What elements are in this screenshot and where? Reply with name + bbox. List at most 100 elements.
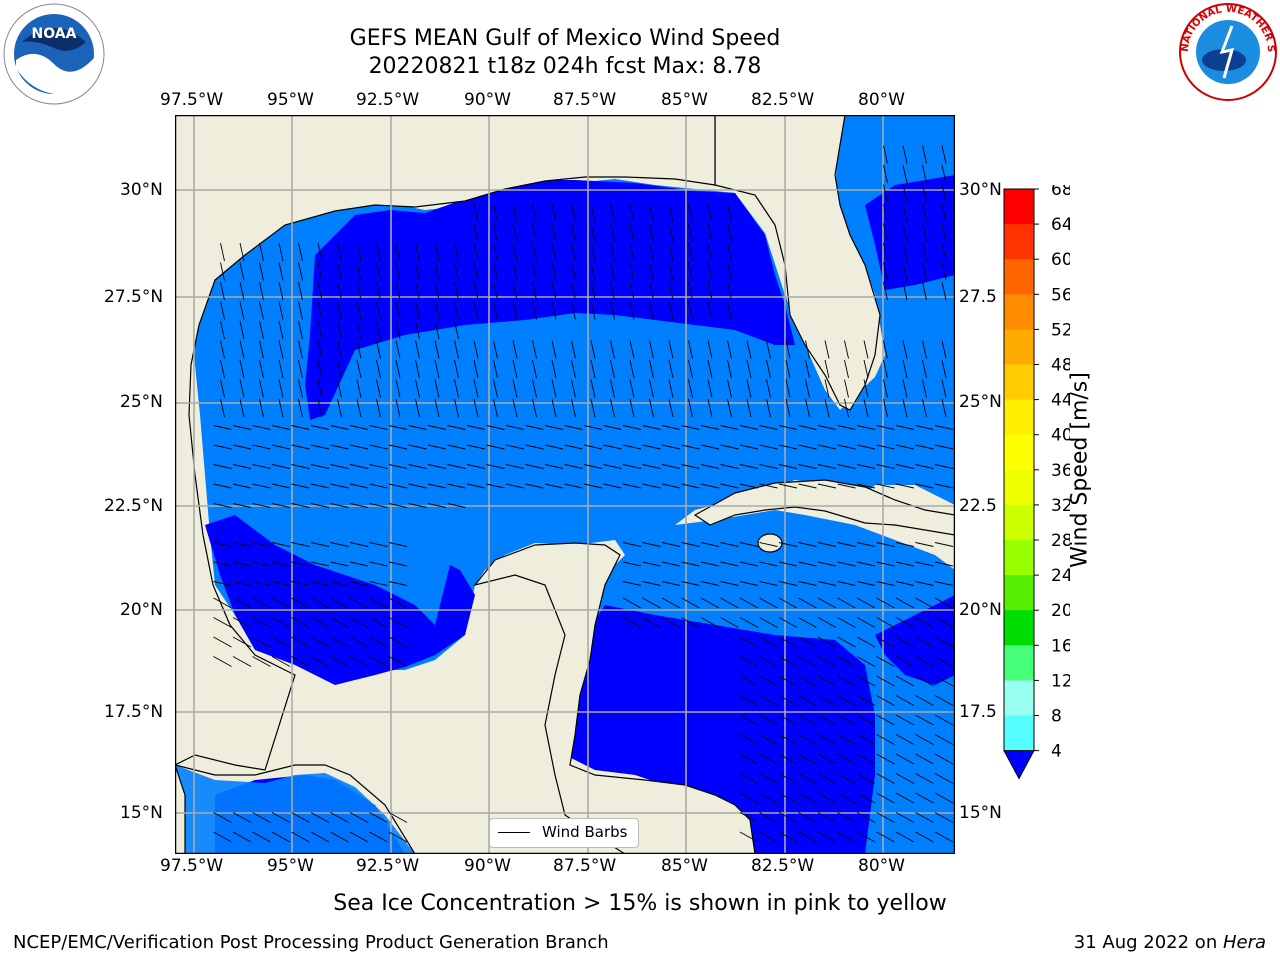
wind-barb — [278, 320, 284, 340]
wind-barb — [902, 340, 908, 359]
wind-barb — [895, 753, 915, 765]
wind-barb — [337, 281, 342, 301]
wind-barb — [688, 398, 693, 418]
wind-barb — [259, 359, 264, 379]
wind-barb — [798, 734, 817, 745]
wind-barb — [895, 444, 915, 450]
wind-barb — [915, 734, 934, 745]
wind-barb — [369, 656, 388, 667]
wind-barb — [512, 340, 518, 359]
wind-barb — [447, 425, 466, 430]
wind-barb — [473, 262, 479, 281]
wind-barb — [415, 340, 420, 359]
wind-barb — [759, 425, 778, 430]
wind-barb — [941, 184, 947, 203]
wind-barb — [571, 203, 576, 223]
wind-barb — [856, 831, 876, 843]
wind-barb — [415, 242, 420, 262]
wind-barb — [837, 753, 856, 765]
wind-barb — [525, 425, 544, 430]
wind-barb — [369, 581, 388, 586]
wind-barb — [473, 340, 479, 359]
wind-barb — [876, 656, 895, 667]
wind-barb — [388, 636, 408, 648]
wind-barb — [317, 320, 323, 340]
wind-barb — [817, 675, 837, 687]
wind-barb — [213, 561, 232, 567]
colorbar-tick-label: 4 — [1051, 742, 1062, 762]
lon-tick-top: 92.5°W — [356, 90, 420, 110]
wind-barb — [681, 542, 700, 547]
wind-barb — [876, 714, 895, 726]
wind-barb — [739, 542, 759, 547]
wind-barb — [739, 675, 759, 687]
wind-barb — [727, 301, 732, 320]
wind-barb — [427, 503, 447, 508]
wind-barb — [798, 597, 817, 609]
wind-barb — [532, 398, 537, 418]
wind-barb — [356, 398, 362, 418]
wind-barb — [271, 561, 291, 567]
wind-barb — [895, 734, 915, 745]
wind-barb — [902, 379, 908, 398]
wind-barb — [369, 812, 388, 823]
wind-barb — [707, 281, 713, 301]
wind-barb — [213, 636, 232, 648]
wind-barb — [941, 379, 947, 398]
wind-barb — [408, 483, 427, 489]
wind-barb — [739, 561, 759, 567]
wind-barb — [941, 281, 947, 301]
wind-barb — [213, 597, 232, 609]
wind-barb — [551, 301, 557, 320]
wind-barb — [739, 636, 759, 648]
wind-barb — [941, 203, 947, 223]
wind-barb — [213, 483, 232, 489]
colorbar-tick-label: 36 — [1051, 461, 1070, 481]
wind-barb — [571, 281, 576, 301]
wind-barb — [454, 359, 459, 379]
wind-barb — [661, 617, 681, 628]
wind-barb — [778, 675, 798, 687]
wind-barb — [317, 262, 323, 281]
wind-barb — [856, 561, 876, 567]
wind-barb — [778, 773, 798, 784]
wind-barb — [798, 675, 817, 687]
wind-barb — [844, 379, 849, 398]
wind-barb — [252, 617, 271, 628]
wind-barb — [259, 379, 264, 398]
wind-barb — [661, 444, 681, 450]
wind-barb — [395, 340, 401, 359]
wind-barb — [330, 483, 349, 489]
wind-barb — [310, 581, 330, 586]
wind-barb — [434, 320, 440, 340]
wind-barb — [856, 773, 876, 784]
wind-barb — [317, 340, 323, 359]
wind-barb — [454, 398, 459, 418]
wind-barb — [493, 398, 498, 418]
wind-barb — [720, 464, 739, 469]
wind-barb — [668, 223, 674, 242]
wind-barb — [837, 425, 856, 430]
wind-barb — [415, 398, 420, 418]
wind-barb — [434, 340, 440, 359]
wind-barb — [934, 483, 954, 489]
wind-barb — [564, 425, 583, 430]
wind-barb — [661, 597, 681, 609]
wind-barb — [278, 281, 284, 301]
wind-barb — [661, 542, 681, 547]
wind-barb — [532, 262, 537, 281]
wind-barb — [298, 262, 303, 281]
nws-logo: NATIONAL WEATHER SERVICE — [1174, 0, 1278, 106]
wind-barb — [759, 773, 778, 784]
wind-barb — [844, 359, 849, 379]
lon-tick-bottom: 87.5°W — [553, 856, 617, 876]
wind-barb — [454, 242, 459, 262]
colorbar-swatch — [1004, 610, 1034, 646]
wind-barb — [408, 425, 427, 430]
wind-barb — [610, 223, 615, 242]
wind-barb — [298, 301, 303, 320]
wind-barb — [739, 773, 759, 784]
wind-barb — [220, 242, 225, 262]
wind-barb — [388, 656, 408, 667]
colorbar-swatch — [1004, 575, 1034, 611]
